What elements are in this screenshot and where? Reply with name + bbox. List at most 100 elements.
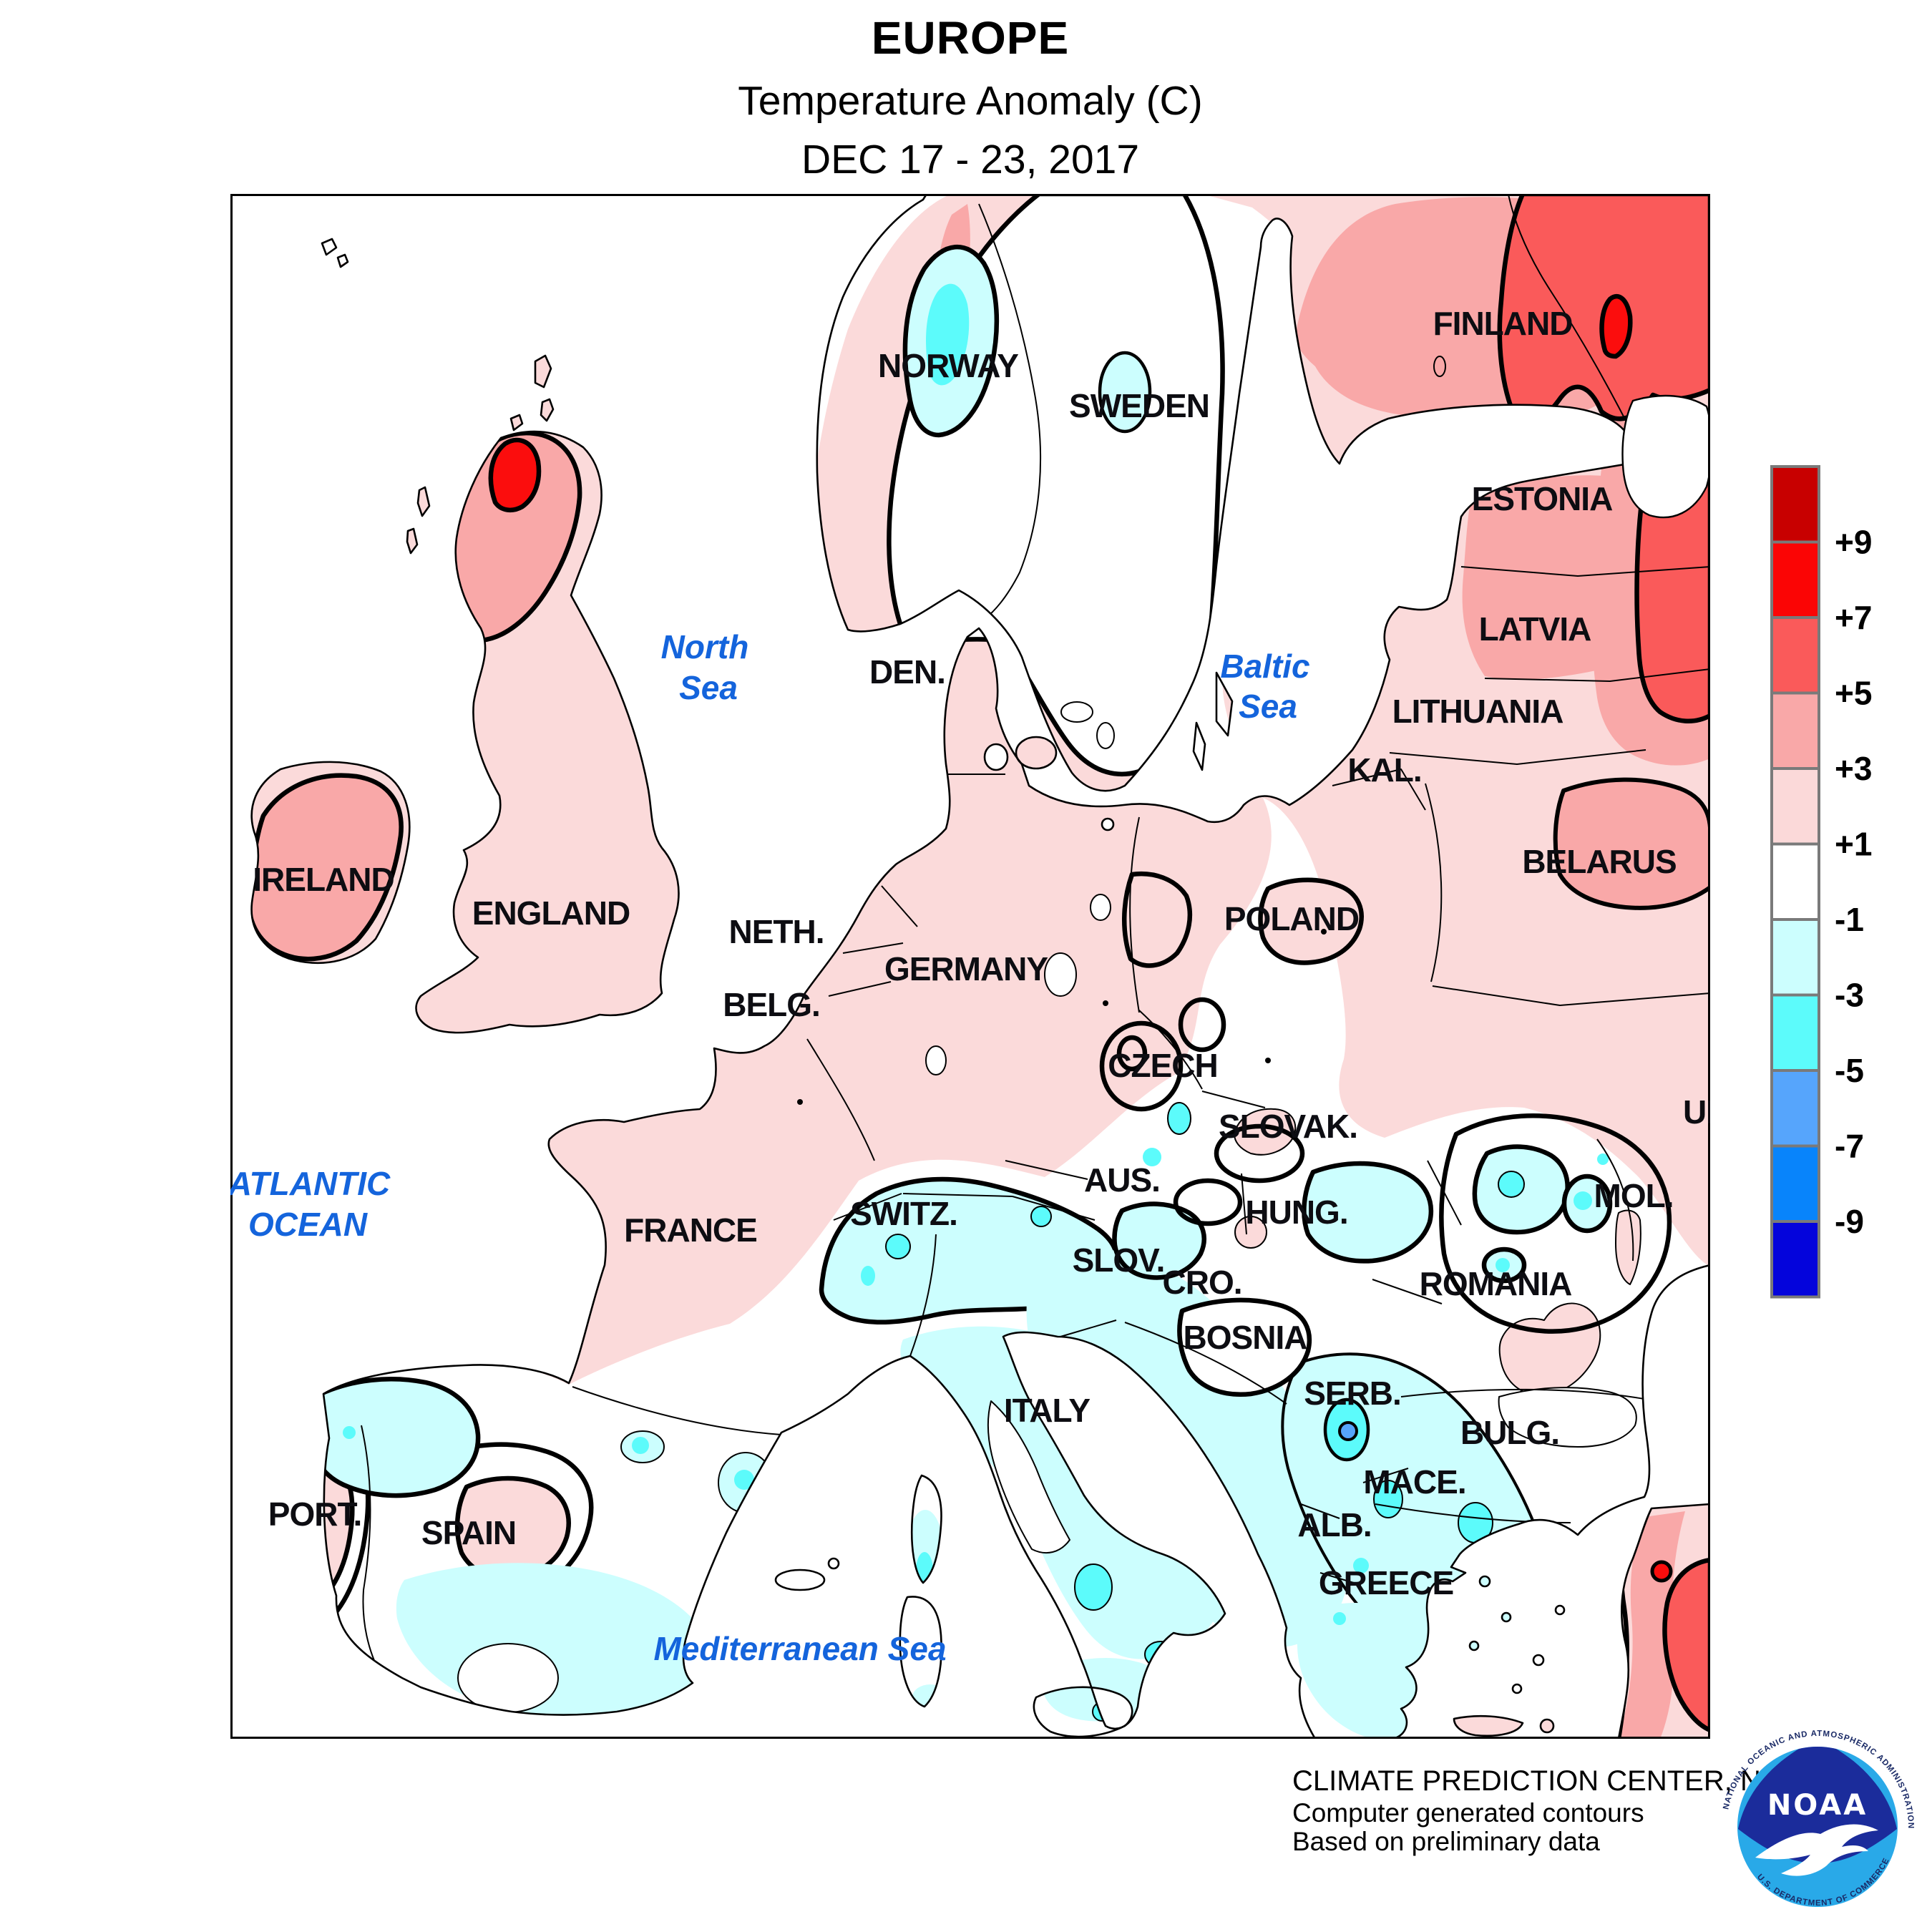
country-label-czech: CZECH — [1108, 1047, 1217, 1084]
legend-swatch-10 — [1770, 1220, 1820, 1299]
logo-seagull-icon — [1755, 1824, 1878, 1876]
credit-data-note: Based on preliminary data — [1292, 1827, 1600, 1856]
coast-crete — [1453, 1714, 1524, 1737]
credit-method: Computer generated contours — [1292, 1798, 1644, 1828]
country-labels: NORWAY SWEDEN FINLAND ESTONIA LATVIA LITHUANI… — [253, 305, 1710, 1601]
country-label-switz: SWITZ. — [850, 1195, 957, 1232]
coastlines — [250, 194, 1710, 1739]
country-label-sweden: SWEDEN — [1069, 387, 1209, 424]
country-label-hung: HUNG. — [1245, 1194, 1347, 1231]
noaa-logo: NOAA NATIONAL OCEANIC AND ATMOSPHERIC AD… — [1722, 1729, 1914, 1908]
country-label-finland: FINLAND — [1433, 305, 1573, 342]
legend-swatch-7 — [1770, 993, 1820, 1072]
country-label-port: PORT. — [268, 1496, 361, 1533]
legend-label-minus1: -1 — [1835, 901, 1864, 938]
contour-tiny-ring-finland — [1433, 356, 1446, 377]
country-borders — [361, 194, 1710, 1675]
coast-ireland — [250, 761, 411, 965]
region-blue-dot-serbia — [1338, 1421, 1358, 1441]
country-label-belarus: BELARUS — [1522, 843, 1676, 880]
page-title: EUROPE — [871, 12, 1070, 64]
sea-label-atlantic: ATLANTIC — [230, 1165, 391, 1202]
country-label-slov: SLOV. — [1073, 1241, 1165, 1279]
country-label-france: FRANCE — [624, 1211, 757, 1249]
legend-swatch-6 — [1770, 918, 1820, 997]
region-cyan-sweden-spot — [1098, 351, 1152, 434]
legend-label-plus1: +1 — [1835, 826, 1872, 863]
country-label-spain: SPAIN — [421, 1514, 516, 1551]
country-label-ireland: IRELAND — [253, 861, 394, 898]
date-range: DEC 17 - 23, 2017 — [801, 137, 1140, 182]
coast-sicily — [1033, 1686, 1133, 1738]
country-label-poland: POLAND — [1224, 900, 1359, 937]
legend-label-minus3: -3 — [1835, 977, 1864, 1014]
country-label-belg: BELG. — [723, 986, 820, 1023]
country-label-estonia: ESTONIA — [1472, 480, 1613, 517]
logo-acronym: NOAA — [1767, 1789, 1868, 1822]
anomaly-color-legend: +9 +7 +5 +3 +1 -1 -3 -5 -7 -9 — [1770, 465, 1872, 1299]
country-label-neth: NETH. — [729, 913, 824, 950]
legend-swatch-9 — [1770, 1144, 1820, 1223]
map-border — [230, 194, 1710, 1739]
region-med-belarus — [1553, 777, 1710, 910]
legend-label-minus7: -7 — [1835, 1128, 1864, 1165]
coast-mainland — [322, 194, 1710, 1739]
country-label-latvia: LATVIA — [1479, 610, 1591, 648]
legend-swatch-3 — [1770, 691, 1820, 770]
country-label-greece: GREECE — [1319, 1564, 1453, 1601]
country-label-uk: UK — [1683, 1093, 1710, 1131]
region-pink-patch-spain — [454, 1475, 571, 1581]
country-label-mol: MOL. — [1594, 1177, 1674, 1214]
country-label-den: DEN. — [869, 653, 945, 691]
legend-swatch-2 — [1770, 616, 1820, 695]
country-label-italy: ITALY — [1004, 1392, 1091, 1429]
region-cyan-hungary — [1302, 1161, 1434, 1264]
legend-label-minus9: -9 — [1835, 1203, 1864, 1240]
country-label-romania: ROMANIA — [1420, 1265, 1572, 1302]
country-label-bulg: BULG. — [1460, 1414, 1559, 1451]
region-red-scotland — [488, 437, 542, 513]
coast-sardinia — [899, 1596, 942, 1708]
region-cyan-nw-spain — [308, 1377, 481, 1498]
coast-britain — [415, 430, 680, 1034]
contour-point-dots — [797, 929, 1327, 1105]
country-label-slovak: SLOVAK. — [1219, 1108, 1357, 1145]
legend-swatch-4 — [1770, 767, 1820, 846]
sea-label-sea: Sea — [679, 669, 738, 706]
sea-label-baltic: Baltic — [1220, 648, 1309, 685]
sea-label-sea: Sea — [1239, 688, 1297, 725]
country-label-lithuania: LITHUANIA — [1392, 693, 1563, 730]
region-salmon-turkey — [1662, 1557, 1710, 1733]
region-red-dot-turkey — [1650, 1560, 1673, 1583]
sea-label-north: North — [661, 628, 749, 665]
region-pink-heart-romania — [1498, 1302, 1601, 1396]
lakes — [1060, 394, 1710, 749]
country-label-kal: KAL. — [1347, 751, 1421, 789]
country-label-cro: CRO. — [1163, 1264, 1242, 1301]
country-label-bosnia: BOSNIA — [1184, 1319, 1307, 1356]
coast-corsica — [910, 1474, 942, 1584]
legend-label-plus9: +9 — [1835, 524, 1872, 561]
country-label-mace: MACE. — [1363, 1463, 1465, 1501]
legend-swatch-0 — [1770, 465, 1820, 544]
legend-labels: +9 +7 +5 +3 +1 -1 -3 -5 -7 -9 — [1835, 524, 1872, 1241]
region-pink-sliver-moldova — [1615, 1209, 1641, 1285]
legend-swatch-5 — [1770, 842, 1820, 921]
legend-color-bar — [1770, 465, 1820, 1299]
credit-agency: CLIMATE PREDICTION CENTER, NOAA — [1292, 1765, 1822, 1797]
country-label-aus: AUS. — [1084, 1161, 1160, 1199]
sea-labels: NorthSeaBalticSeaATLANTICOCEANMediterran… — [230, 628, 1310, 1667]
country-label-alb: ALB. — [1297, 1506, 1371, 1543]
page-subtitle: Temperature Anomaly (C) — [738, 78, 1203, 124]
country-label-serb: SERB. — [1304, 1375, 1401, 1412]
region-brightcyan-norway-core — [926, 283, 970, 386]
country-label-germany: GERMANY — [884, 950, 1048, 987]
country-label-england: ENGLAND — [472, 894, 630, 932]
legend-label-plus3: +3 — [1835, 750, 1872, 787]
legend-swatch-1 — [1770, 540, 1820, 619]
sea-label-mediterraneansea: Mediterranean Sea — [653, 1630, 946, 1667]
region-red-karelia — [1599, 293, 1633, 359]
coast-turkey — [1617, 1503, 1710, 1739]
europe-anomaly-map: NorthSeaBalticSeaATLANTICOCEANMediterran… — [230, 194, 1710, 1739]
